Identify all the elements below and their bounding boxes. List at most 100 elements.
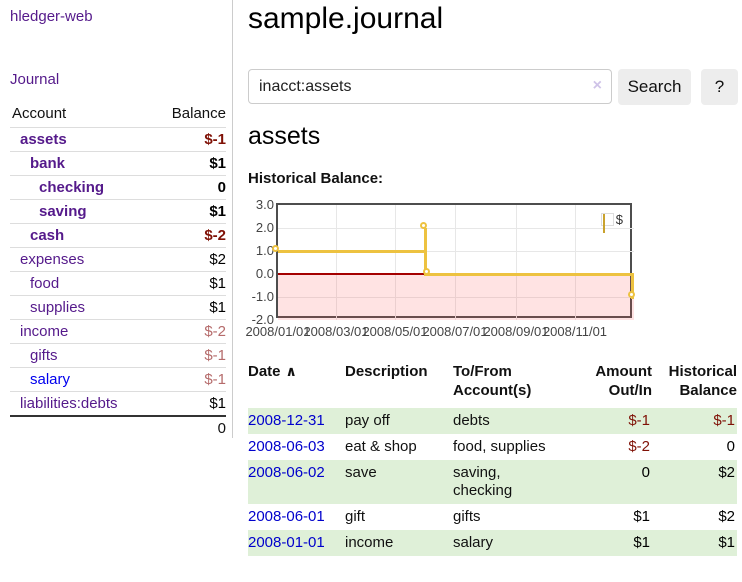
transaction-row: 2008-12-31 pay off debts $-1 $-1 [248,408,737,434]
chart-point[interactable] [628,291,635,298]
x-tick-label: 2008/01/01 [245,324,311,339]
main-content: sample.journal × Search ? assets Histori… [245,0,742,582]
transaction-amount: $-2 [628,438,650,455]
account-link-expenses[interactable]: expenses [20,251,85,268]
y-tick-label: -1.0 [251,289,274,304]
chart-line-segment [427,272,634,276]
transaction-date-cell: 2008-06-01 [248,504,345,530]
header-tofrom: To/From Account(s) [453,363,532,399]
account-balance: $2 [209,251,226,268]
gridline [516,205,517,320]
transaction-balance: $2 [718,508,735,525]
account-link-assets[interactable]: assets [20,131,67,148]
gridline [278,251,634,252]
account-row: supplies $1 [10,295,226,319]
account-link-saving[interactable]: saving [39,203,87,220]
account-balance: $1 [209,275,226,292]
legend-label: $ [615,212,623,227]
transaction-amount-cell: $-1 [581,408,652,434]
chart-point[interactable] [423,268,430,275]
account-row: checking 0 [10,175,226,199]
account-balance: $1 [209,395,226,412]
y-tick-label: 0.0 [255,266,274,281]
chart-point[interactable] [272,245,279,252]
y-tick-label: 2.0 [255,220,274,235]
account-link-supplies[interactable]: supplies [30,299,86,316]
account-balance: $1 [209,203,226,220]
transaction-balance-cell: $-1 [652,408,737,434]
y-tick-label: 1.0 [255,243,274,258]
account-link-checking[interactable]: checking [39,179,105,196]
account-row: salary $-1 [10,367,226,391]
accounts-table: Account Balance assets $-1 bank $1 check… [10,101,226,440]
transaction-amount: $-1 [628,412,650,429]
search-box: × [248,69,612,104]
transaction-description: save [345,464,377,481]
account-row: saving $1 [10,199,226,223]
account-balance: $-2 [204,227,226,244]
transaction-date-link[interactable]: 2008-06-02 [248,464,325,481]
search-form: × Search ? [248,69,738,105]
y-tick-label: 3.0 [255,197,274,212]
x-tick-label: 2008/09/01 [483,324,549,339]
transaction-description: gift [345,508,366,525]
account-link-cash[interactable]: cash [30,227,65,244]
transaction-amount: $1 [633,534,650,551]
account-row: cash $-2 [10,223,226,247]
transaction-balance-cell: $2 [652,504,737,530]
chart-plot-area: $ [272,203,635,320]
help-button[interactable]: ? [701,69,738,105]
gridline [395,205,396,320]
accounts-header-balance: Balance [171,105,226,122]
gridline [575,205,576,320]
account-row: expenses $2 [10,247,226,271]
account-link-food[interactable]: food [30,275,60,292]
search-button[interactable]: Search [618,69,691,105]
account-link-gifts[interactable]: gifts [30,347,58,364]
search-input[interactable] [249,70,611,103]
gridline [278,228,634,229]
account-row: income $-2 [10,319,226,343]
transaction-date-link[interactable]: 2008-01-01 [248,534,325,551]
transaction-amount-cell: 0 [581,460,652,504]
header-description: Description [345,363,428,380]
transaction-date-link[interactable]: 2008-06-01 [248,508,325,525]
transaction-accounts: saving, checking [453,464,513,499]
page-title: sample.journal [248,2,444,35]
x-tick-label: 2008/07/01 [422,324,488,339]
transaction-accounts: debts [453,412,490,429]
sidebar-item-journal[interactable]: Journal [10,71,60,88]
sort-ascending-icon: ∧ [285,363,297,379]
gridline [455,205,456,320]
transaction-balance-cell: 0 [652,434,737,460]
transaction-balance: $1 [718,534,735,551]
transaction-balance: 0 [726,438,735,455]
account-balance: $-1 [204,131,226,148]
accounts-header-account: Account [12,105,67,122]
register-table: Date ∧ Description To/From Account(s) Amo… [248,360,737,556]
transaction-date-cell: 2008-12-31 [248,408,345,434]
account-link-bank[interactable]: bank [30,155,66,172]
account-link-salary[interactable]: salary [30,371,71,388]
transaction-balance-cell: $1 [652,530,737,556]
header-date[interactable]: Date ∧ [248,360,345,408]
x-tick-label: 2008/11/01 [542,324,608,339]
account-row: liabilities:debts $1 [10,391,226,415]
chart-line-segment [631,274,634,299]
app-brand-link[interactable]: hledger-web [10,8,93,25]
clear-search-icon[interactable]: × [592,77,602,94]
gridline [336,205,337,320]
account-link-income[interactable]: income [20,323,69,340]
transaction-amount: $1 [633,508,650,525]
transaction-date-link[interactable]: 2008-12-31 [248,412,325,429]
transaction-date-cell: 2008-06-03 [248,434,345,460]
chart-point[interactable] [420,222,427,229]
account-row: assets $-1 [10,127,226,151]
transaction-accounts: gifts [453,508,481,525]
transaction-description: eat & shop [345,438,417,455]
account-link-liabilities-debts[interactable]: liabilities:debts [20,395,118,412]
x-tick-label: 2008/05/01 [362,324,428,339]
transaction-date-link[interactable]: 2008-06-03 [248,438,325,455]
transaction-row: 2008-01-01 income salary $1 $1 [248,530,737,556]
account-row: gifts $-1 [10,343,226,367]
